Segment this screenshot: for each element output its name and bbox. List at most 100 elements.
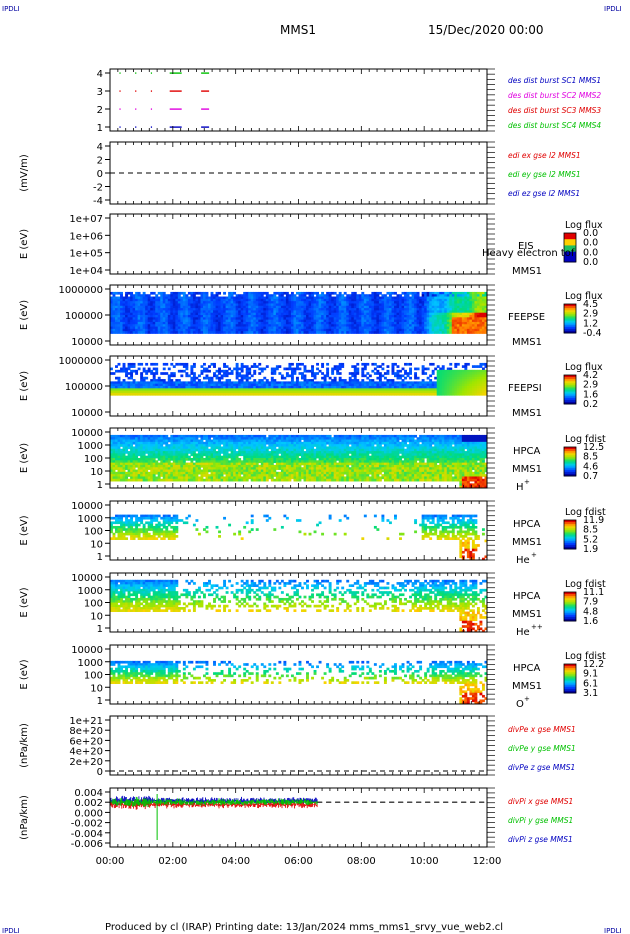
heatmap-cell [288,301,292,304]
heatmap-cell [469,308,473,311]
heatmap-cell [253,291,257,295]
heatmap-cell [366,308,370,311]
heatmap-cell [127,291,131,295]
heatmap-cell [313,326,317,330]
heatmap-cell [125,326,128,330]
heatmap-cell [386,381,390,385]
heatmap-cell [130,439,134,443]
heatmap-cell [132,458,136,461]
heatmap-cell [348,319,352,323]
heatmap-cell [120,388,123,392]
heatmap-cell [192,308,196,311]
heatmap-cell [343,298,347,302]
heatmap-cell [265,294,269,297]
heatmap-cell [185,365,189,368]
heatmap-cell [471,390,475,394]
heatmap-cell [240,374,244,378]
heatmap-cell [263,331,267,334]
heatmap-cell [280,381,284,385]
heatmap-cell [366,298,370,302]
colorbar-cell [564,239,576,242]
heatmap-cell [228,388,232,392]
heatmap-cell [187,298,191,302]
heatmap-cell [223,321,227,325]
heatmap-cell [250,315,254,318]
heatmap-cell [268,303,272,307]
heatmap-cell [421,294,425,297]
heatmap-cell [200,388,204,392]
heatmap-cell [343,305,347,309]
heatmap-cell [117,439,121,443]
heatmap-cell [474,312,478,316]
heatmap-cell [290,291,294,295]
heatmap-cell [295,379,299,382]
heatmap-cell [157,298,161,302]
heatmap-cell [120,305,123,309]
colorbar-cell [564,241,576,244]
heatmap-cell [137,298,141,302]
heatmap-cell [426,312,430,316]
heatmap-cell [280,291,284,295]
heatmap-cell [175,379,179,382]
heatmap-cell [311,381,314,385]
heatmap-cell [406,374,410,378]
heatmap-cell [378,392,382,396]
heatmap-cell [167,321,171,325]
heatmap-cell [172,298,176,302]
heatmap-cell [336,312,340,316]
heatmap-cell [235,388,239,392]
heatmap-cell [356,312,360,316]
heatmap-cell [444,294,448,297]
heatmap-cell [120,437,123,440]
heatmap-cell [210,305,214,309]
heatmap-cell [270,379,274,382]
heatmap-cell [190,383,194,387]
heatmap-cell [162,294,166,297]
heatmap-cell [353,374,357,378]
heatmap-cell [391,392,395,396]
heatmap-cell [253,298,257,302]
heatmap-cell [429,381,433,385]
heatmap-cell [404,294,407,297]
heatmap-cell [303,303,307,307]
heatmap-cell [170,362,174,366]
heatmap-cell [461,388,465,392]
heatmap-cell [283,331,287,334]
heatmap-cell [356,303,360,307]
heatmap-cell [341,381,345,385]
heatmap-cell [416,303,420,307]
heatmap-cell [356,305,360,309]
heatmap-cell [112,383,116,387]
heatmap-cell [338,390,342,394]
heatmap-cell [115,462,118,466]
heatmap-cell [298,392,302,396]
heatmap-cell [469,326,473,330]
heatmap-cell [172,308,176,311]
heatmap-cell [215,386,219,389]
heatmap-cell [331,331,335,334]
heatmap-cell [218,326,221,330]
heatmap-cell [175,305,179,309]
heatmap-cell [338,294,342,297]
heatmap-cell [233,381,237,385]
heatmap-cell [371,308,375,311]
heatmap-cell [434,296,438,300]
heatmap-cell [235,376,239,380]
heatmap-cell [233,331,237,334]
heatmap-cell [424,367,428,371]
heatmap-cell [200,301,204,304]
heatmap-cell [265,319,269,323]
heatmap-cell [218,319,221,323]
burst-marker [150,90,153,92]
heatmap-cell [331,301,335,304]
heatmap-cell [253,321,257,325]
heatmap-cell [250,312,254,316]
heatmap-cell [401,379,405,382]
heatmap-cell [311,324,314,327]
heatmap-cell [419,326,423,330]
heatmap-cell [386,305,390,309]
heatmap-cell [308,301,312,304]
heatmap-cell [132,331,136,334]
heatmap-cell [316,301,320,304]
heatmap-cell [295,321,299,325]
